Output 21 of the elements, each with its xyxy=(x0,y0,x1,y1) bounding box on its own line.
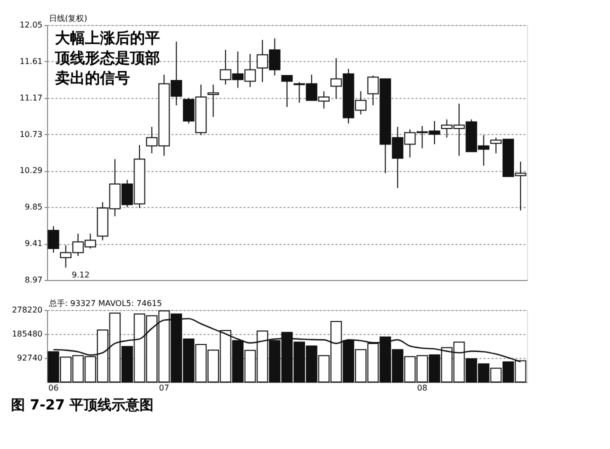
y-tick-label: 12.05 xyxy=(20,20,42,30)
y-tick-label: 278220 xyxy=(12,306,42,314)
y-tick-label: 92740 xyxy=(17,354,42,362)
candlestick xyxy=(281,75,293,108)
x-tick-label: 07 xyxy=(158,384,170,392)
y-tick-label: 11.17 xyxy=(20,93,42,102)
text: 图 7-27 平顶线示意图 xyxy=(10,396,154,414)
text: 日线(复权) xyxy=(49,14,88,23)
y-tick-label: 8.97 xyxy=(24,276,42,284)
y-tick-label: 9.85 xyxy=(24,202,42,212)
x-tick-label: 08 xyxy=(417,384,428,392)
annotation: 大幅上涨后的平顶线形态是顶部卖出的信号 xyxy=(54,29,160,87)
y-tick-label: 10.73 xyxy=(20,130,42,139)
annotation: 9.12 xyxy=(72,270,90,280)
text: 总手: 93327 MAVOL5: 74615 xyxy=(48,299,162,308)
x-tick-label: 06 xyxy=(48,384,59,392)
candlestick xyxy=(208,84,219,118)
y-tick-label: 9.41 xyxy=(24,239,42,248)
y-tick-label: 11.61 xyxy=(20,56,42,66)
y-tick-label: 10.29 xyxy=(20,166,42,176)
y-tick-label: 185480 xyxy=(12,330,42,338)
